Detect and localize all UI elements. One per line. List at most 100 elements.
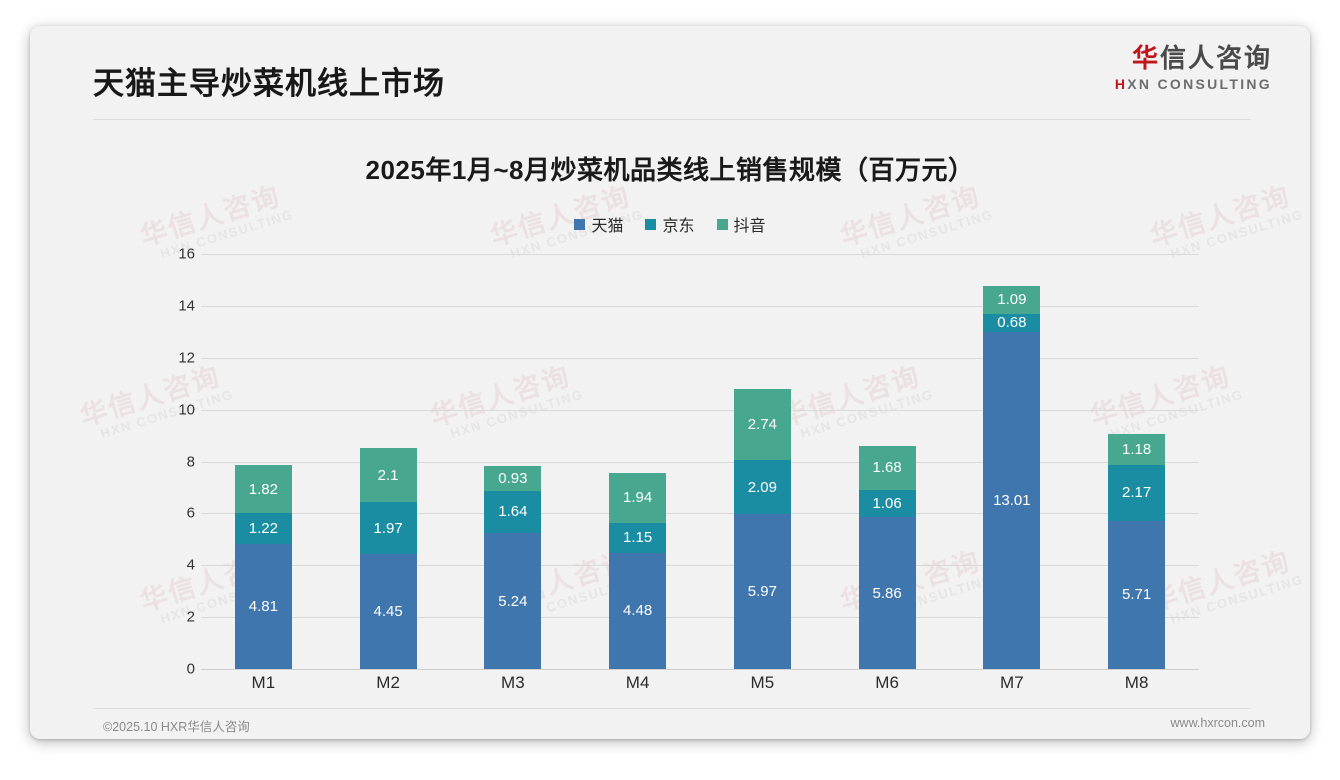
gridline [201, 461, 1199, 463]
bar-segment-抖音[interactable]: 1.68 [858, 445, 916, 490]
y-axis-tick-label: 4 [186, 556, 195, 574]
bar-value-label: 1.15 [623, 529, 653, 547]
bar-value-label: 2.09 [747, 478, 777, 496]
bar-stack: 1.09 0.68 13.01 [983, 285, 1041, 669]
legend-swatch-icon [716, 218, 728, 230]
bar-segment-抖音[interactable]: 1.09 [983, 285, 1041, 314]
bar-value-label: 5.24 [498, 592, 528, 610]
gridline [201, 565, 1199, 567]
bar-group-m4[interactable]: 1.94 1.15 4.48 [580, 254, 696, 669]
bar-stack: 1.94 1.15 4.48 [609, 472, 667, 669]
bar-segment-天猫[interactable]: 5.71 [1108, 520, 1166, 669]
bar-segment-抖音[interactable]: 1.82 [234, 465, 292, 513]
company-logo: 华信人咨询 HXN CONSULTING [1115, 43, 1272, 92]
page-title: 天猫主导炒菜机线上市场 [93, 66, 445, 101]
chart-title: 2025年1月~8月炒菜机品类线上销售规模（百万元） [365, 155, 975, 185]
bar-value-label: 2.1 [377, 466, 399, 484]
footer-copyright: ©2025.10 HXR华信人咨询 [103, 720, 250, 734]
bar-segment-天猫[interactable]: 5.24 [484, 533, 542, 669]
header-divider [93, 119, 1251, 120]
y-axis-tick-label: 12 [178, 349, 195, 367]
y-axis-tick-label: 6 [186, 504, 195, 522]
bar-segment-京东[interactable]: 2.17 [1108, 464, 1166, 521]
x-axis-tick-label: M8 [1124, 673, 1149, 692]
bar-value-label: 4.48 [623, 602, 653, 620]
slide-header: 天猫主导炒菜机线上市场 华信人咨询 HXN CONSULTING [30, 26, 1310, 112]
bar-segment-京东[interactable]: 1.15 [609, 522, 667, 553]
bar-segment-抖音[interactable]: 2.1 [359, 448, 417, 503]
bar-segment-天猫[interactable]: 5.97 [733, 514, 791, 669]
y-axis-tick-label: 14 [178, 297, 195, 315]
footer-divider [93, 708, 1251, 709]
bar-segment-京东[interactable]: 1.64 [484, 490, 542, 534]
chart-bars: 1.82 1.22 4.81 2.1 1.97 4.45 0.93 1.64 5.24 1.94 1… [201, 254, 1199, 669]
bar-value-label: 5.71 [1122, 586, 1152, 604]
gridline [201, 254, 1199, 255]
bar-segment-天猫[interactable]: 4.48 [609, 552, 667, 669]
bar-group-m3[interactable]: 0.93 1.64 5.24 [455, 254, 571, 669]
gridline [201, 409, 1199, 411]
bar-value-label: 1.68 [872, 459, 902, 477]
chart-gridlines: 0 2 4 6 8 10 12 14 16 [169, 246, 1199, 678]
legend-swatch-icon [645, 218, 657, 230]
bar-group-m5[interactable]: 2.74 2.09 5.97 [704, 254, 820, 669]
bar-segment-天猫[interactable]: 4.45 [359, 553, 417, 669]
bar-group-m8[interactable]: 1.18 2.17 5.71 [1079, 254, 1195, 669]
bar-value-label: 0.68 [997, 314, 1027, 332]
logo-en-accent: H [1114, 75, 1128, 92]
x-axis-tick-label: M4 [625, 673, 650, 692]
bar-segment-京东[interactable]: 1.06 [858, 489, 916, 518]
bar-segment-京东[interactable]: 2.09 [733, 459, 791, 515]
bar-value-label: 1.82 [248, 480, 278, 498]
gridline [201, 617, 1199, 619]
y-axis-tick-label: 8 [186, 453, 195, 470]
x-axis-tick-label: M2 [376, 673, 400, 692]
bar-stack: 1.82 1.22 4.81 [234, 465, 292, 669]
bar-stack: 1.68 1.06 5.86 [858, 445, 916, 669]
bar-value-label: 1.09 [997, 291, 1027, 309]
bar-value-label: 4.45 [373, 602, 403, 620]
bar-segment-京东[interactable]: 1.22 [234, 512, 292, 545]
bar-segment-京东[interactable]: 0.68 [983, 313, 1041, 332]
gridline [201, 305, 1199, 307]
bar-segment-抖音[interactable]: 2.74 [733, 388, 791, 460]
logo-english-text: HXN CONSULTING [1115, 76, 1272, 92]
x-axis-tick-label: M1 [251, 673, 276, 692]
legend-label: 京东 [662, 218, 695, 235]
bar-segment-天猫[interactable]: 13.01 [983, 331, 1041, 669]
bar-segment-京东[interactable]: 1.97 [359, 502, 417, 554]
chart-x-axis: M1 M2 M3 M4 M5 M6 M7 M8 [201, 673, 1199, 693]
bar-group-m1[interactable]: 1.82 1.22 4.81 [205, 254, 321, 669]
y-axis-tick-label: 16 [178, 245, 195, 263]
gridline [201, 669, 1199, 670]
bar-segment-抖音[interactable]: 1.18 [1108, 434, 1166, 465]
bar-group-m7[interactable]: 1.09 0.68 13.01 [954, 254, 1070, 669]
bar-value-label: 0.93 [498, 470, 528, 487]
bar-stack: 0.93 1.64 5.24 [484, 466, 542, 669]
legend-label: 抖音 [733, 218, 766, 235]
logo-en-rest: XN CONSULTING [1127, 75, 1272, 92]
bar-value-label: 5.97 [747, 583, 777, 601]
legend-item-2[interactable]: 抖音 [716, 212, 766, 236]
bar-value-label: 2.74 [747, 415, 777, 433]
bar-segment-抖音[interactable]: 0.93 [484, 466, 542, 491]
bar-value-label: 1.18 [1122, 440, 1152, 458]
x-axis-tick-label: M5 [750, 673, 775, 692]
x-axis-tick-label: M3 [501, 673, 525, 692]
bar-group-m2[interactable]: 2.1 1.97 4.45 [330, 254, 446, 669]
bar-segment-天猫[interactable]: 5.86 [858, 517, 916, 669]
x-axis-tick-label: M7 [1000, 673, 1024, 692]
bar-segment-抖音[interactable]: 1.94 [609, 472, 667, 523]
bar-segment-天猫[interactable]: 4.81 [234, 544, 292, 669]
legend-item-1[interactable]: 京东 [645, 212, 695, 236]
chart-plot-area: 0 2 4 6 8 10 12 14 16 1.82 1.22 4.81 2.1 1.97 4.45 0.9… [169, 246, 1199, 678]
bar-value-label: 5.86 [872, 584, 902, 602]
bar-value-label: 1.64 [498, 503, 528, 521]
bar-stack: 2.1 1.97 4.45 [359, 448, 417, 669]
footer-website[interactable]: www.hxrcon.com [1170, 716, 1265, 730]
legend-item-0[interactable]: 天猫 [574, 212, 623, 236]
y-axis-tick-label: 10 [178, 401, 195, 419]
slide-canvas: 华信人咨询 HXN CONSULTING 华信人咨询 HXN CONSULTING 华信… [30, 26, 1310, 739]
bar-value-label: 1.97 [373, 519, 403, 537]
bar-group-m6[interactable]: 1.68 1.06 5.86 [829, 254, 945, 669]
